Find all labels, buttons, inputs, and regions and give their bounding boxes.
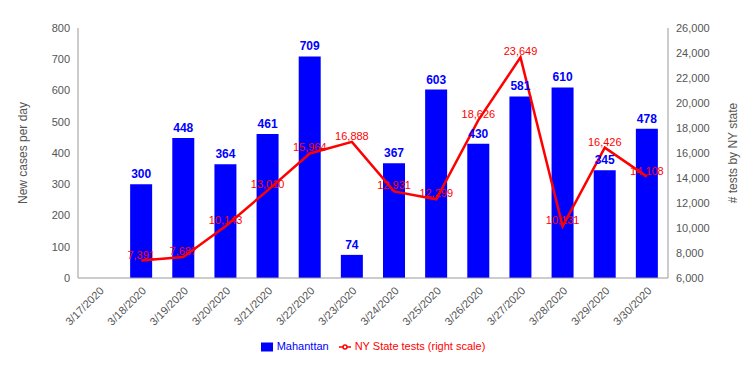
svg-text:610: 610 [553, 70, 573, 84]
svg-text:16,426: 16,426 [588, 136, 622, 148]
svg-text:100: 100 [52, 241, 70, 253]
svg-text:10,143: 10,143 [209, 214, 243, 226]
svg-text:74: 74 [345, 238, 359, 252]
svg-text:430: 430 [468, 127, 488, 141]
svg-text:3/30/2020: 3/30/2020 [611, 284, 654, 327]
svg-text:3/28/2020: 3/28/2020 [526, 284, 569, 327]
svg-text:603: 603 [426, 73, 446, 87]
svg-text:18,000: 18,000 [676, 122, 710, 134]
svg-text:500: 500 [52, 116, 70, 128]
svg-text:709: 709 [300, 39, 320, 53]
svg-text:3/24/2020: 3/24/2020 [358, 284, 401, 327]
svg-text:300: 300 [131, 167, 151, 181]
svg-text:7,391: 7,391 [127, 249, 155, 261]
svg-text:3/22/2020: 3/22/2020 [274, 284, 317, 327]
svg-text:8,000: 8,000 [676, 247, 704, 259]
html-text:Mahanttan: Mahanttan [276, 340, 329, 352]
svg-text:22,000: 22,000 [676, 72, 710, 84]
svg-text:20,000: 20,000 [676, 97, 710, 109]
svg-text:461: 461 [258, 117, 278, 131]
svg-text:23,649: 23,649 [504, 45, 538, 57]
svg-text:16,000: 16,000 [676, 147, 710, 159]
svg-text:10,131: 10,131 [546, 214, 580, 226]
svg-text:0: 0 [64, 272, 70, 284]
svg-text:12,931: 12,931 [377, 179, 411, 191]
html-text:NY State tests (right scale): NY State tests (right scale) [354, 340, 486, 352]
svg-text:18,626: 18,626 [462, 108, 496, 120]
svg-text:3/29/2020: 3/29/2020 [569, 284, 612, 327]
svg-text:14,000: 14,000 [676, 172, 710, 184]
svg-text:12,000: 12,000 [676, 197, 710, 209]
svg-text:300: 300 [52, 178, 70, 190]
svg-text:# tests by NY state: # tests by NY state [726, 102, 740, 203]
svg-text:364: 364 [215, 147, 235, 161]
svg-text:600: 600 [52, 84, 70, 96]
svg-text:New cases per day: New cases per day [16, 102, 30, 204]
svg-text:6,000: 6,000 [676, 272, 704, 284]
svg-text:12,299: 12,299 [419, 187, 453, 199]
svg-text:3/27/2020: 3/27/2020 [484, 284, 527, 327]
svg-text:581: 581 [510, 79, 530, 93]
svg-text:478: 478 [637, 112, 657, 126]
svg-text:26,000: 26,000 [676, 22, 710, 34]
svg-text:14,108: 14,108 [630, 165, 664, 177]
svg-text:3/25/2020: 3/25/2020 [400, 284, 443, 327]
svg-text:800: 800 [52, 22, 70, 34]
svg-text:3/19/2020: 3/19/2020 [147, 284, 190, 327]
svg-text:3/20/2020: 3/20/2020 [189, 284, 232, 327]
svg-text:3/18/2020: 3/18/2020 [105, 284, 148, 327]
svg-text:400: 400 [52, 147, 70, 159]
svg-text:3/26/2020: 3/26/2020 [442, 284, 485, 327]
svg-text:3/23/2020: 3/23/2020 [316, 284, 359, 327]
svg-text:24,000: 24,000 [676, 47, 710, 59]
svg-text:367: 367 [384, 146, 404, 160]
svg-text:3/17/2020: 3/17/2020 [63, 284, 106, 327]
svg-text:10,000: 10,000 [676, 222, 710, 234]
svg-text:13,010: 13,010 [251, 178, 285, 190]
svg-text:3/21/2020: 3/21/2020 [231, 284, 274, 327]
svg-text:7,687: 7,687 [170, 245, 198, 257]
svg-text:200: 200 [52, 209, 70, 221]
svg-text:15,964: 15,964 [293, 141, 327, 153]
svg-text:700: 700 [52, 53, 70, 65]
svg-text:448: 448 [173, 121, 193, 135]
svg-text:345: 345 [595, 153, 615, 167]
svg-text:16,888: 16,888 [335, 130, 369, 142]
